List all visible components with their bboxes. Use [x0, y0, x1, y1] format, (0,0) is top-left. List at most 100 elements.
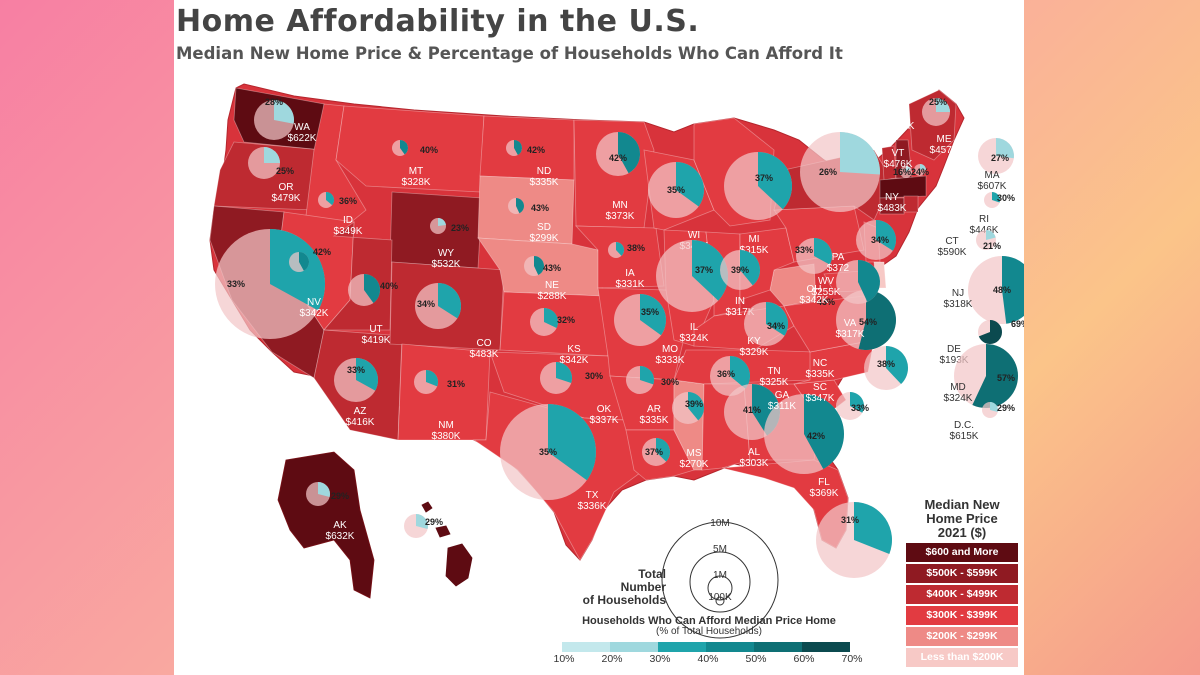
- pie-slice-hi: [416, 514, 428, 529]
- pie-slice-ne: [534, 256, 544, 276]
- state-price-label: $303K: [740, 458, 769, 469]
- household-size-label: 5M: [713, 544, 727, 555]
- household-size-circle: [661, 521, 779, 639]
- state-pct-label: 33%: [795, 245, 813, 255]
- pie-slice-mn: [618, 132, 640, 174]
- state-abbr-label: RI: [979, 214, 989, 225]
- state-price-label: $317K: [726, 307, 755, 318]
- pie-slice-fl: [854, 502, 892, 554]
- state-abbr-label: MT: [409, 166, 423, 177]
- pie-slice-sc: [850, 392, 864, 413]
- pie-slice-ar: [640, 366, 654, 385]
- affordability-scale-ticks: 10% 20% 30% 40% 50% 60% 70%: [553, 653, 864, 667]
- pie-slice-id: [326, 192, 334, 206]
- state-abbr-label: KS: [567, 344, 581, 355]
- scale-tick: 70%: [841, 653, 863, 665]
- pie-slice-de: [978, 320, 1002, 345]
- state-pct-label: 35%: [667, 185, 685, 195]
- state-pct-label: 42%: [313, 247, 331, 257]
- state-pct-label: 34%: [417, 299, 435, 309]
- state-pct-label: 54%: [859, 317, 877, 327]
- household-legend-line: Total: [638, 567, 666, 581]
- pie-slice-nc: [886, 346, 909, 385]
- state-pct-label: 34%: [871, 235, 889, 245]
- state-pct-label: 42%: [807, 431, 825, 441]
- price-legend-title-line: Home Price: [926, 511, 998, 526]
- state-abbr-label: VA: [844, 318, 857, 329]
- pie-slice-nm: [426, 370, 438, 387]
- state-price-label: $349K: [334, 226, 363, 237]
- pie-slice-ks: [544, 308, 558, 328]
- state-pct-label: 37%: [755, 173, 773, 183]
- state-price-label: $324K: [944, 393, 973, 404]
- pie-slice-or: [264, 147, 280, 163]
- state-price-label: $483K: [470, 349, 499, 360]
- state-abbr-label: ND: [537, 166, 551, 177]
- state-pct-label: 40%: [420, 145, 438, 155]
- household-legend-line: Number: [620, 580, 666, 594]
- state-ia: [575, 225, 665, 289]
- state-ri: [903, 195, 919, 213]
- household-size-legend-title: Total Number of Households: [566, 568, 666, 607]
- state-price-label: $342K: [800, 295, 829, 306]
- state-pct-label: 33%: [851, 403, 869, 413]
- state-abbr-label: ID: [343, 215, 353, 226]
- state-abbr-label: AZ: [354, 406, 367, 417]
- pie-slice-il: [692, 240, 728, 301]
- state-pct-label: 27%: [991, 153, 1009, 163]
- state-abbr-label: IN: [735, 296, 745, 307]
- state-abbr-label: WV: [818, 276, 834, 287]
- state-abbr-label: LA: [658, 478, 671, 489]
- state-abbr-label: NC: [813, 358, 827, 369]
- pie-slice-ky: [766, 302, 788, 336]
- state-price-label: $335K: [640, 415, 669, 426]
- state-abbr-label: DE: [947, 344, 961, 355]
- pie-slice-ms: [688, 392, 704, 421]
- price-bin: $400K - $499K: [906, 585, 1018, 604]
- price-legend: Median New Home Price 2021 ($) $600 and …: [906, 498, 1018, 669]
- state-abbr-label: OH: [807, 284, 822, 295]
- state-abbr-label: KY: [747, 336, 761, 347]
- pie-slice-ak: [318, 482, 330, 497]
- state-mt: [335, 105, 485, 193]
- state-price-label: $318K: [944, 299, 973, 310]
- state-pct-label: 30%: [585, 371, 603, 381]
- state-pct-label: 35%: [539, 447, 557, 457]
- state-pct-label: 21%: [983, 241, 1001, 251]
- state-price-label: $288K: [538, 291, 567, 302]
- state-abbr-label: TN: [767, 366, 780, 377]
- household-size-circle: [689, 551, 751, 613]
- household-size-circle: [715, 596, 725, 606]
- state-price-label: $476K: [884, 159, 913, 170]
- state-abbr-label: AR: [647, 404, 661, 415]
- state-abbr-label: CO: [477, 338, 492, 349]
- pie-slice-co: [438, 283, 462, 319]
- state-ma: [879, 175, 927, 199]
- state-pct-label: 43%: [817, 297, 835, 307]
- state-price-label: $270K: [680, 459, 709, 470]
- state-pct-label: 38%: [627, 243, 645, 253]
- pie-slice-ny: [840, 132, 880, 175]
- state-price-label: $311K: [768, 401, 797, 412]
- state-pct-label: 25%: [929, 97, 947, 107]
- state-abbr-label: MI: [748, 234, 759, 245]
- state-abbr-label: NV: [307, 297, 321, 308]
- scale-segment: [658, 642, 706, 652]
- state-abbr-label: AL: [748, 447, 761, 458]
- state-price-label: $328K: [402, 177, 431, 188]
- state-price-label: $373K: [606, 211, 635, 222]
- affordability-legend-subtitle: (% of Total Households): [656, 626, 762, 637]
- state-abbr-label: VT: [892, 148, 905, 159]
- state-price-label: $329K: [740, 347, 769, 358]
- state-price-label: $672K: [420, 577, 449, 588]
- price-bin: Less than $200K: [906, 648, 1018, 667]
- price-bin: $500K - $599K: [906, 564, 1018, 583]
- state-price-label: $380K: [432, 431, 461, 442]
- pie-slice-nd: [514, 140, 522, 156]
- state-pct-label: 32%: [557, 315, 575, 325]
- state-abbr-label: MS: [687, 448, 702, 459]
- state-abbr-label: OR: [279, 182, 294, 193]
- state-abbr-label: IA: [625, 268, 635, 279]
- scale-segment: [610, 642, 658, 652]
- state-price-label: $337K: [590, 415, 619, 426]
